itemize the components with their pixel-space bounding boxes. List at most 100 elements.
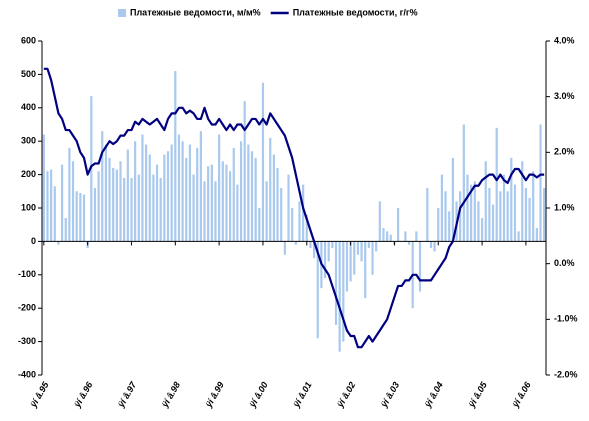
bar [181, 141, 184, 242]
bar [119, 161, 122, 242]
bar [104, 144, 108, 242]
bar [155, 164, 159, 242]
legend-label: Платежные ведомости, м/м% [130, 7, 261, 17]
bar [221, 161, 224, 242]
bar [101, 131, 104, 242]
y-tick-label: 100 [21, 202, 36, 212]
bar [353, 241, 356, 275]
bar [108, 157, 111, 242]
bar [477, 201, 480, 242]
bar [532, 171, 535, 242]
bar [269, 137, 272, 242]
y-tick-label: 0 [31, 236, 36, 246]
bar [250, 151, 254, 242]
bar [97, 171, 100, 242]
bar [499, 191, 502, 242]
bar [364, 241, 367, 299]
y-tick-label: -400 [18, 369, 36, 379]
y2-tick-label: 2.0% [554, 147, 575, 157]
bar [188, 144, 192, 242]
line [43, 67, 545, 349]
bar [389, 234, 392, 242]
bar [144, 144, 148, 242]
bar [437, 208, 440, 242]
bar [524, 187, 528, 242]
bar [115, 169, 118, 242]
bar [258, 208, 261, 242]
bar [126, 149, 129, 242]
bar [265, 181, 268, 242]
bar [429, 241, 433, 249]
bar [50, 169, 53, 242]
bar [506, 191, 509, 242]
bar [79, 192, 82, 242]
legend-label: Платежные ведомости, г/г% [293, 7, 418, 17]
bar [298, 201, 301, 242]
y-tick-label: 600 [21, 35, 36, 45]
bar [386, 231, 389, 242]
bar [64, 218, 67, 242]
x-tick-label: ÿí â.99 [203, 380, 226, 410]
bar [287, 174, 290, 242]
x-tick-label: ÿí â.00 [247, 380, 270, 410]
bar [473, 181, 476, 242]
bar [521, 161, 524, 242]
bar [152, 174, 155, 242]
bar [247, 144, 250, 242]
bar [517, 231, 520, 242]
bar [488, 187, 491, 242]
x-tick-label: ÿí â.96 [72, 379, 95, 410]
bar [418, 241, 422, 292]
bar [196, 147, 199, 242]
bar [185, 157, 188, 242]
bar [459, 191, 462, 242]
y-tick-label: -300 [18, 336, 36, 346]
bar [71, 161, 75, 242]
bar [112, 167, 115, 242]
y-tick-label: 400 [21, 102, 36, 112]
bar [214, 181, 217, 242]
bar [484, 161, 487, 242]
bar [415, 231, 418, 242]
bar [440, 174, 444, 242]
bar [232, 147, 235, 242]
x-tick-label: ÿí â.04 [422, 380, 445, 410]
bar [309, 241, 312, 249]
bar [312, 241, 316, 259]
bar [404, 231, 407, 242]
bar [203, 181, 206, 242]
bar [53, 186, 56, 242]
bar [334, 241, 338, 325]
bar [407, 241, 411, 245]
bar [174, 71, 177, 242]
bar [356, 241, 360, 255]
bar [283, 241, 286, 255]
bar [163, 154, 166, 242]
bar [462, 124, 465, 242]
bar [360, 241, 363, 262]
bar [239, 141, 243, 242]
bar [46, 171, 49, 242]
x-tick-label: ÿí â.03 [378, 380, 401, 410]
bar [42, 134, 45, 242]
bar [57, 241, 60, 245]
y2-tick-label: 3.0% [554, 91, 575, 101]
bar [539, 124, 542, 242]
bar [543, 187, 546, 242]
bar [254, 157, 257, 242]
y-tick-label: -200 [18, 303, 36, 313]
bar [433, 241, 436, 252]
bar [166, 151, 170, 242]
x-tick-label: ÿí â.02 [334, 380, 357, 410]
bar [280, 187, 283, 242]
bar [480, 218, 484, 242]
bar [261, 82, 265, 242]
y-tick-label: 200 [21, 169, 36, 179]
bar [134, 141, 137, 242]
bar [510, 157, 513, 242]
y2-tick-label: 4.0% [554, 35, 575, 45]
bar [276, 167, 279, 242]
bar [444, 191, 447, 242]
bar [323, 241, 327, 279]
